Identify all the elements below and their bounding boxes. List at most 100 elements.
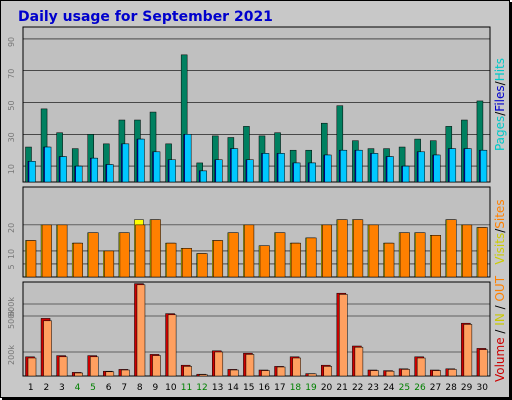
bar-hits [464,148,472,183]
bar-sites [290,242,301,278]
day-label: 13 [212,383,223,393]
tick-label: 30 [7,132,16,142]
bar-out [43,320,52,377]
tick-label: 10 [7,164,16,174]
bar-out [183,366,192,377]
side-label-part: Sites [493,199,507,228]
panel-background [22,186,491,278]
bar-sites [228,232,239,278]
bar-out [198,374,208,377]
bar-hits [199,170,207,183]
bar-hits [75,165,83,183]
bar-sites [213,240,224,278]
day-label: 8 [137,383,143,393]
bar-out [401,369,410,377]
bar-hits [449,148,457,183]
bar-out [339,294,348,377]
bar-out [245,354,255,377]
day-label: 22 [352,383,363,393]
bar-sites [135,224,146,278]
bar-out [276,366,286,377]
bar-sites [244,224,255,278]
day-label: 16 [259,383,271,393]
bar-sites [368,224,379,278]
bar-out [370,370,379,377]
day-label: 5 [90,383,96,393]
bar-sites [477,227,488,278]
side-label-top: Pages/Files/Hits [493,58,507,151]
bar-hits [308,162,316,183]
bar-sites [72,242,83,278]
bar-sites [430,235,441,278]
bar-out [261,370,270,377]
side-label-separator: / [493,228,507,233]
bar-out [307,373,317,377]
day-label: 10 [165,383,177,393]
chart-title: Daily usage for September 2021 [18,9,273,25]
bar-out [121,369,130,377]
bar-sites [415,232,426,278]
tick-label: 600k [7,297,16,317]
tick-label: 70 [7,69,16,79]
bar-sites [384,242,395,278]
panel-background [22,26,491,183]
bar-hits [386,156,394,183]
day-label: 23 [368,383,379,393]
bar-sites [104,250,115,278]
day-label: 11 [181,383,192,393]
bar-hits [324,154,332,183]
day-label: 25 [399,383,410,393]
day-label: 27 [430,383,441,393]
bar-sites [119,232,130,278]
bar-out [463,324,473,377]
bar-hits [184,134,192,183]
bar-hits [91,157,99,183]
day-label: 1 [28,383,34,393]
bar-sites [150,219,161,278]
bar-out [385,370,395,377]
day-label: 15 [243,383,254,393]
day-label: 29 [461,383,473,393]
bar-sites [353,219,364,278]
bar-sites [88,232,99,278]
bar-hits [215,159,223,183]
bar-hits [168,159,176,183]
bar-sites [181,248,192,278]
bar-out [27,357,37,377]
bar-hits [293,162,301,183]
bar-out [432,370,441,377]
tick-label: 50 [7,100,16,110]
bar-hits [28,161,36,183]
bar-out [292,357,301,377]
bar-hits [277,153,285,183]
day-label: 9 [152,383,158,393]
bar-hits [106,164,114,183]
day-label: 30 [476,383,488,393]
bar-hits [340,149,348,183]
side-label-part: Files [493,85,507,111]
bar-out [90,356,99,377]
side-label-part: OUT [493,275,507,301]
bar-sites [322,224,333,278]
bar-sites [337,219,348,278]
day-label: 17 [274,383,285,393]
bar-out [74,372,83,377]
bar-sites [197,253,208,278]
day-label: 6 [106,383,112,393]
side-label-middle: Visits/Sites [493,199,507,264]
bar-hits [355,149,363,183]
day-label: 26 [414,383,426,393]
bar-out [354,346,364,377]
bar-hits [480,149,488,183]
bar-hits [44,146,52,183]
day-label: 28 [445,383,457,393]
day-label: 20 [321,383,333,393]
bar-out [230,369,239,377]
bar-sites [462,224,473,278]
panel-background [22,281,491,377]
bar-out [58,356,68,377]
bar-out [448,369,457,377]
bar-out [214,351,224,377]
side-label-separator: / [493,80,507,85]
